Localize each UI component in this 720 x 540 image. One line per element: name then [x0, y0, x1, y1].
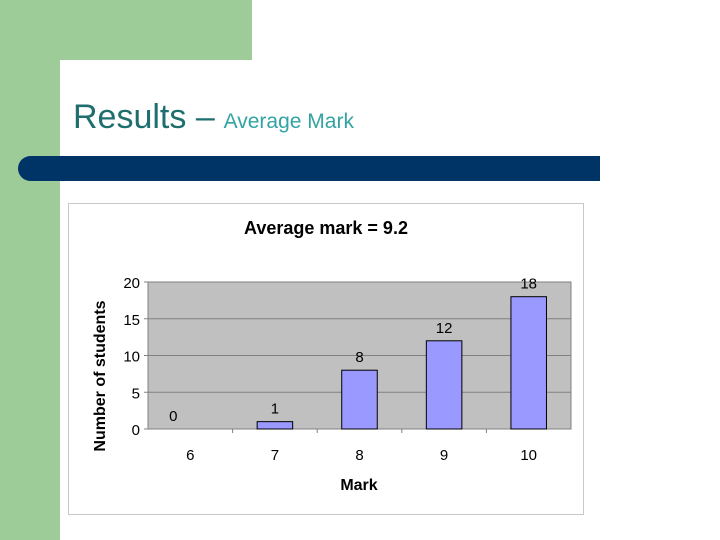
x-axis: 6 7 8 9 10 [186, 429, 537, 464]
y-tick-label: 0 [132, 422, 140, 439]
slide-title: Results – Average Mark [73, 100, 354, 134]
y-tick-label: 20 [123, 275, 140, 292]
top-green-block [60, 0, 252, 60]
y-tick-label: 10 [123, 349, 140, 366]
slide-title-main: Results – [73, 98, 215, 136]
bar [341, 369, 378, 430]
title-underline-bar [18, 156, 600, 181]
x-tick-label: 7 [271, 447, 279, 464]
x-axis-title: Mark [340, 477, 377, 494]
chart-title: Average mark = 9.2 [244, 218, 408, 238]
sidebar-green-band [0, 0, 60, 540]
x-tick-label: 10 [520, 447, 537, 464]
bar-data-label: 18 [520, 276, 537, 293]
y-tick-label: 5 [132, 385, 140, 402]
bar-data-label: 8 [355, 349, 363, 366]
x-tick-label: 6 [186, 447, 194, 464]
y-axis-title: Number of students [92, 300, 109, 451]
bar [425, 340, 463, 430]
bar-data-label: 12 [436, 320, 453, 337]
x-tick-label: 8 [355, 447, 363, 464]
slide-title-sub: Average Mark [223, 110, 354, 133]
bar-data-label: 1 [271, 401, 279, 418]
bar-data-label: 0 [169, 408, 177, 425]
y-axis: 0 5 10 15 20 [123, 275, 148, 439]
bar [256, 421, 294, 430]
y-tick-label: 15 [123, 312, 140, 329]
bar [510, 296, 547, 430]
x-tick-label: 9 [440, 447, 448, 464]
content-corner [60, 60, 120, 120]
